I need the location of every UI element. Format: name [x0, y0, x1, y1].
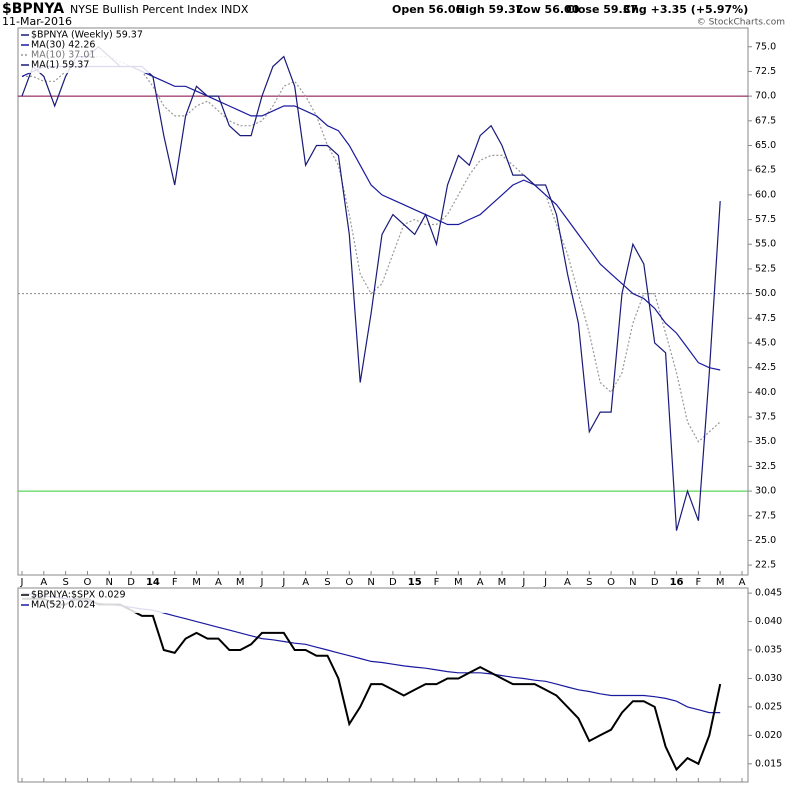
legend-label: MA(10) 37.01	[31, 50, 95, 61]
x-tick-label: S	[586, 577, 592, 588]
x-tick-label: A	[477, 577, 484, 588]
y-tick-label: 27.5	[755, 510, 776, 521]
y-tick-label: 75.0	[755, 41, 776, 52]
y-tick-label: 70.0	[755, 91, 776, 102]
x-tick-label: J	[521, 577, 525, 588]
x-tick-label: 15	[408, 577, 422, 588]
legend-label: $BPNYA (Weekly) 59.37	[31, 30, 143, 41]
y-tick-label: 32.5	[755, 461, 776, 472]
y-tick-label: 40.0	[755, 387, 776, 398]
x-tick-label: A	[302, 577, 309, 588]
y-tick-label: 25.0	[755, 535, 776, 546]
y-tick-label: 35.0	[755, 436, 776, 447]
y-tick-label: 0.035	[755, 645, 782, 656]
legend-box	[19, 29, 169, 73]
y-tick-label: 0.040	[755, 616, 782, 627]
y-tick-label: 42.5	[755, 362, 776, 373]
legend-label: MA(52) 0.024	[31, 600, 95, 611]
x-tick-label: 14	[146, 577, 160, 588]
y-tick-label: 37.5	[755, 412, 776, 423]
x-tick-label: S	[324, 577, 330, 588]
x-tick-label: N	[106, 577, 113, 588]
legend-label: $BPNYA:$SPX 0.029	[31, 590, 126, 601]
x-tick-label: N	[629, 577, 636, 588]
x-tick-label: S	[62, 577, 68, 588]
quote-item: High 59.37	[456, 3, 523, 16]
x-tick-label: 16	[670, 577, 684, 588]
series-line	[21, 65, 721, 371]
y-tick-label: 0.030	[755, 673, 782, 684]
x-tick-label: O	[84, 577, 92, 588]
y-tick-label: 47.5	[755, 313, 776, 324]
y-tick-label: 0.020	[755, 730, 782, 741]
series-line	[21, 45, 721, 531]
y-tick-label: 62.5	[755, 165, 776, 176]
series-line	[22, 56, 721, 443]
date: 11-Mar-2016	[2, 15, 72, 28]
x-tick-label: J	[20, 577, 24, 588]
x-tick-label: D	[127, 577, 135, 588]
y-tick-label: 57.5	[755, 214, 776, 225]
quote-item: Chg +3.35 (+5.97%)	[623, 3, 748, 16]
x-tick-label: M	[498, 577, 507, 588]
legend-label: MA(1) 59.37	[31, 60, 89, 71]
x-tick-label: O	[345, 577, 353, 588]
x-tick-label: J	[260, 577, 264, 588]
x-tick-label: O	[607, 577, 615, 588]
legend-box	[19, 589, 169, 613]
y-tick-label: 45.0	[755, 337, 776, 348]
x-tick-label: J	[543, 577, 547, 588]
x-tick-label: A	[215, 577, 222, 588]
y-tick-label: 0.045	[755, 588, 782, 599]
y-tick-label: 22.5	[755, 560, 776, 571]
y-tick-label: 65.0	[755, 140, 776, 151]
x-tick-label: M	[716, 577, 725, 588]
y-tick-label: 0.015	[755, 758, 782, 769]
y-tick-label: 55.0	[755, 239, 776, 250]
x-tick-label: J	[281, 577, 285, 588]
y-tick-label: 0.025	[755, 701, 782, 712]
legend-label: MA(30) 42.26	[31, 40, 95, 51]
panel-frame	[17, 27, 749, 576]
x-tick-label: M	[192, 577, 201, 588]
x-tick-label: M	[236, 577, 245, 588]
chart-subtitle: NYSE Bullish Percent Index INDX	[70, 3, 249, 16]
x-tick-label: A	[739, 577, 746, 588]
x-tick-label: D	[389, 577, 397, 588]
credit: © StockCharts.com	[697, 18, 785, 28]
y-tick-label: 60.0	[755, 189, 776, 200]
x-tick-label: A	[40, 577, 47, 588]
x-tick-label: M	[454, 577, 463, 588]
y-tick-label: 72.5	[755, 66, 776, 77]
y-tick-label: 50.0	[755, 288, 776, 299]
panel-frame	[17, 587, 749, 783]
quote-item: Close 59.37	[566, 3, 638, 16]
quote-item: Open 56.06	[392, 3, 463, 16]
chart-title: $BPNYA	[2, 1, 64, 17]
quote-item: Low 56.00	[516, 3, 580, 16]
x-tick-label: N	[367, 577, 374, 588]
x-tick-label: F	[172, 577, 178, 588]
y-tick-label: 30.0	[755, 486, 776, 497]
y-tick-label: 67.5	[755, 115, 776, 126]
x-tick-label: F	[695, 577, 701, 588]
y-tick-label: 52.5	[755, 263, 776, 274]
x-tick-label: A	[564, 577, 571, 588]
x-tick-label: D	[651, 577, 659, 588]
series-line	[22, 597, 722, 772]
x-tick-label: F	[434, 577, 440, 588]
